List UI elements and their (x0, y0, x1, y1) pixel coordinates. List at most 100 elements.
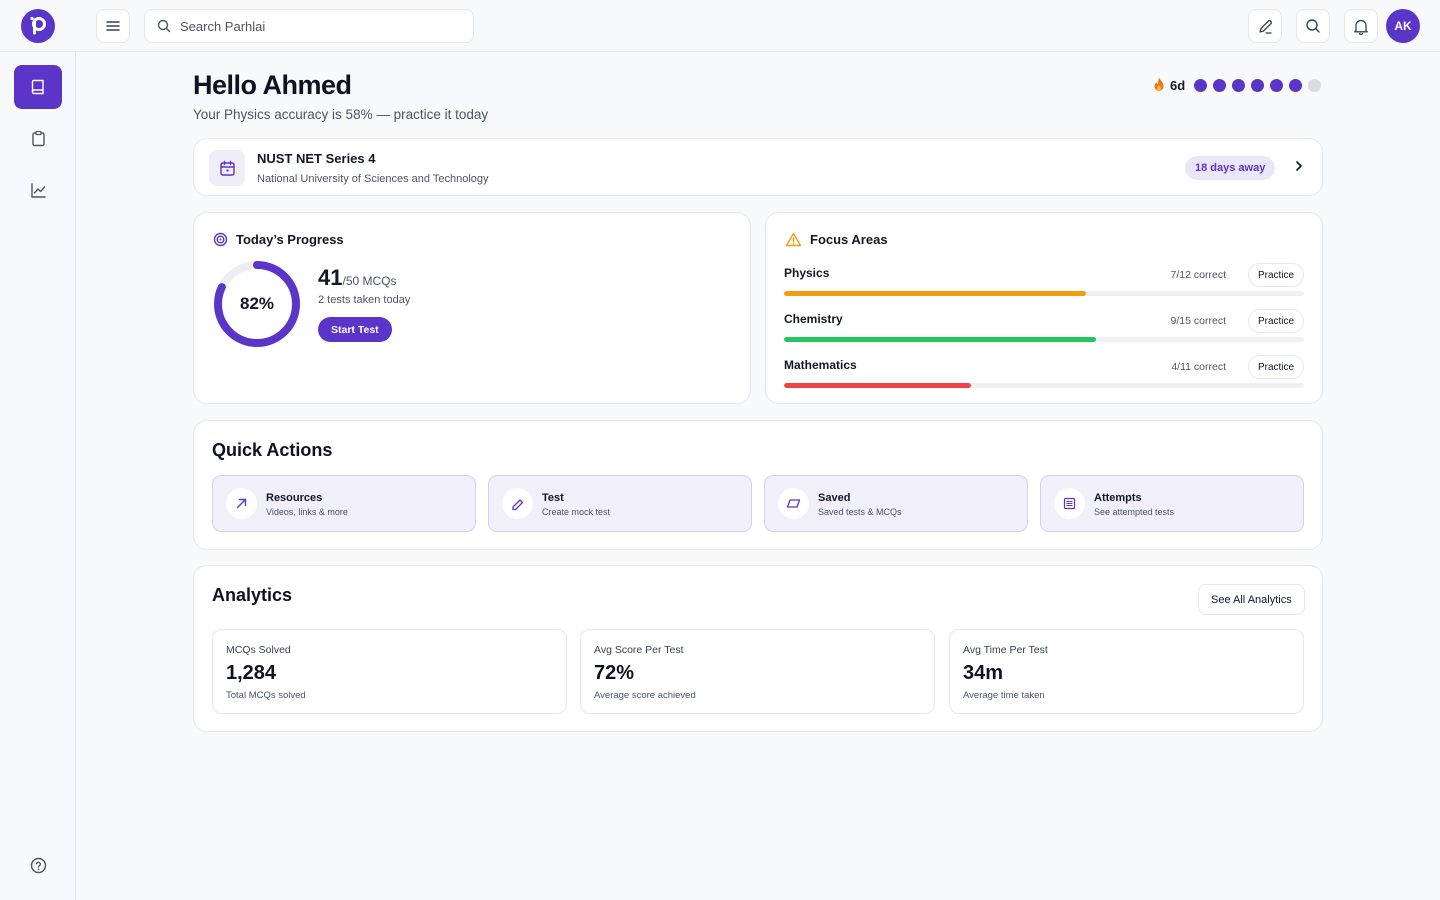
stat-label: MCQs Solved (226, 644, 291, 656)
accuracy-bar-fill (784, 291, 1086, 296)
pencil-icon (511, 498, 523, 510)
chart-line-icon (30, 182, 46, 198)
stat-value: 1,284 (226, 662, 277, 684)
quick-action-attempts[interactable]: Attempts See attempted tests (1040, 475, 1304, 532)
quick-action-title: Test (542, 492, 564, 504)
focus-heading-label: Focus Areas (810, 232, 888, 247)
quick-action-subtitle: Saved tests & MCQs (818, 507, 902, 517)
accuracy-bar-fill (784, 337, 1096, 342)
sidebar-item-analytics[interactable] (14, 168, 62, 212)
accuracy-bar (784, 383, 1304, 388)
progress-ring-fill (214, 261, 300, 347)
warning-icon (785, 232, 802, 247)
calendar-icon (219, 160, 235, 176)
list-icon-box (1054, 488, 1085, 519)
streak-dot (1251, 78, 1265, 92)
quick-action-resources[interactable]: Resources Videos, links & more (212, 475, 476, 532)
practice-button-physics[interactable]: Practice (1248, 263, 1304, 287)
quick-actions-heading: Quick Actions (212, 440, 333, 460)
book-icon (31, 79, 44, 95)
focus-areas-card: Focus Areas Physics 7/12 correct Practic… (765, 212, 1323, 404)
streak-dot (1270, 78, 1284, 92)
top-bar: AK (0, 0, 1440, 52)
page-subtitle: Your Physics accuracy is 58% — practice … (193, 107, 489, 122)
bell-icon (1354, 19, 1368, 35)
upcoming-exam-card[interactable]: NUST NET Series 4 National University of… (193, 138, 1323, 196)
quick-action-test[interactable]: Test Create mock test (488, 475, 752, 532)
streak-dot (1194, 78, 1208, 92)
hamburger-icon (106, 21, 120, 31)
quick-action-subtitle: Create mock test (542, 507, 611, 517)
progress-percent: 82% (239, 294, 275, 313)
quick-action-title: Saved (818, 492, 851, 504)
help-icon (30, 857, 46, 873)
see-all-analytics-button[interactable]: See All Analytics (1198, 584, 1305, 615)
subject-score: 7/12 correct (1170, 269, 1226, 281)
quick-action-title: Attempts (1094, 492, 1142, 504)
search-button[interactable] (1296, 9, 1330, 43)
subject-score: 4/11 correct (1171, 361, 1226, 373)
quick-action-title: Resources (266, 492, 323, 504)
subject-name: Chemistry (784, 312, 843, 326)
sidebar-item-study[interactable] (14, 65, 62, 109)
arrow-up-right-icon-box (226, 488, 257, 519)
edit-button[interactable] (1248, 9, 1282, 43)
exam-title: NUST NET Series 4 (257, 151, 376, 166)
search-input[interactable] (180, 18, 460, 34)
accuracy-bar (784, 337, 1304, 342)
stat-subtitle: Average score achieved (594, 690, 696, 701)
exam-countdown-badge: 18 days away (1185, 156, 1276, 180)
stat-value: 72% (594, 662, 635, 684)
quick-actions-card: Quick Actions Resources Videos, links & … (193, 420, 1323, 550)
focus-heading: Focus Areas (785, 232, 888, 247)
progress-ring (214, 261, 300, 347)
chevron-right-icon[interactable] (1292, 159, 1306, 173)
bookmark-icon (786, 499, 801, 508)
practice-button-chemistry[interactable]: Practice (1248, 309, 1304, 333)
subject-name: Mathematics (784, 358, 857, 372)
app-logo[interactable] (21, 9, 55, 43)
analytics-card: Analytics See All Analytics MCQs Solved … (193, 565, 1323, 732)
target-icon (213, 232, 228, 247)
subject-score: 9/15 correct (1170, 315, 1226, 327)
streak-dot (1289, 78, 1303, 92)
tests-taken-today: 2 tests taken today (318, 294, 411, 306)
accuracy-bar (784, 291, 1304, 296)
stat-value: 34m (963, 662, 1004, 684)
search-icon (157, 19, 171, 33)
start-test-button[interactable]: Start Test (318, 317, 392, 342)
user-avatar[interactable]: AK (1386, 9, 1420, 43)
stat-label: Avg Time Per Test (963, 644, 1048, 656)
sidebar-item-tests[interactable] (14, 116, 62, 160)
mcqs-done: 41 (318, 265, 343, 290)
notifications-button[interactable] (1344, 9, 1378, 43)
pencil-icon-box (502, 488, 533, 519)
accuracy-bar-fill (784, 383, 972, 388)
mcqs-total: /50 MCQs (342, 274, 397, 288)
mcq-count: 41 /50 MCQs (318, 265, 397, 291)
bookmark-icon-box (778, 488, 809, 519)
pencil-icon (1258, 19, 1272, 34)
menu-button[interactable] (96, 9, 130, 43)
quick-action-saved[interactable]: Saved Saved tests & MCQs (764, 475, 1028, 532)
streak-dot (1232, 78, 1246, 92)
sidebar-item-help[interactable] (14, 843, 62, 887)
exam-subtitle: National University of Sciences and Tech… (257, 173, 489, 185)
streak-indicator: 6d (1150, 76, 1327, 94)
stat-avg-time: Avg Time Per Test 34m Average time taken (949, 629, 1304, 714)
search-box[interactable] (144, 9, 474, 43)
fire-icon (1154, 77, 1164, 91)
stat-mcqs-solved: MCQs Solved 1,284 Total MCQs solved (212, 629, 567, 714)
calendar-icon-box (209, 150, 245, 186)
subject-name: Physics (784, 266, 830, 280)
progress-heading: Today’s Progress (213, 232, 344, 247)
arrow-up-right-icon (236, 498, 247, 509)
clipboard-icon (31, 130, 45, 146)
practice-button-mathematics[interactable]: Practice (1248, 355, 1304, 379)
todays-progress-card: Today’s Progress 82% 41 /50 MCQs 2 tests… (193, 212, 751, 404)
list-icon (1063, 497, 1076, 510)
progress-heading-label: Today’s Progress (236, 232, 344, 247)
analytics-heading: Analytics (212, 585, 293, 605)
focus-row-mathematics: Mathematics 4/11 correct Practice (784, 355, 1304, 395)
streak-dot (1308, 78, 1322, 92)
